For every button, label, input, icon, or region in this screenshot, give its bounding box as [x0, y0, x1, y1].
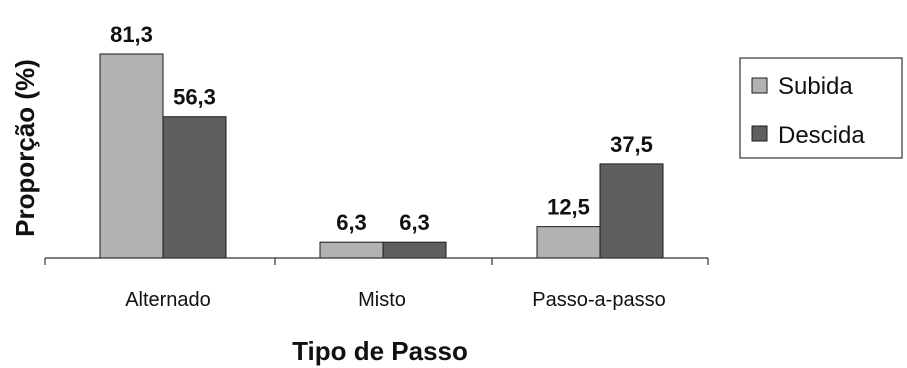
bar-subida-passo-a-passo: [536, 226, 601, 259]
legend-label-subida: Subida: [778, 73, 853, 100]
legend: Subida Descida: [739, 57, 903, 159]
legend-swatch-descida: [751, 125, 768, 142]
value-label-subida-passo-a-passo: 12,5: [547, 195, 590, 220]
value-label-descida-misto: 6,3: [399, 210, 430, 235]
value-labels-group: 81,3 6,3 12,5 56,3 6,3 37,5: [110, 22, 653, 235]
value-label-descida-passo-a-passo: 37,5: [610, 132, 653, 157]
bars-group: [99, 53, 664, 259]
value-label-subida-misto: 6,3: [336, 210, 367, 235]
x-axis-ticks: [44, 258, 709, 265]
legend-swatch-subida: [751, 77, 768, 94]
bar-subida-misto: [319, 241, 384, 259]
bar-descida-alternado: [162, 116, 227, 259]
x-tick-labels: Alternado Misto Passo-a-passo: [125, 289, 666, 311]
value-label-subida-alternado: 81,3: [110, 22, 153, 47]
bar-descida-passo-a-passo: [599, 163, 664, 259]
x-tick-label-misto: Misto: [358, 289, 406, 311]
x-tick-label-passo-a-passo: Passo-a-passo: [532, 289, 665, 311]
y-axis-title: Proporção (%): [10, 59, 40, 237]
bar-subida-alternado: [99, 53, 164, 259]
value-label-descida-alternado: 56,3: [173, 85, 216, 110]
x-axis-title: Tipo de Passo: [292, 336, 468, 366]
x-tick-label-alternado: Alternado: [125, 289, 211, 311]
bar-descida-misto: [382, 241, 447, 259]
legend-label-descida: Descida: [778, 122, 865, 149]
